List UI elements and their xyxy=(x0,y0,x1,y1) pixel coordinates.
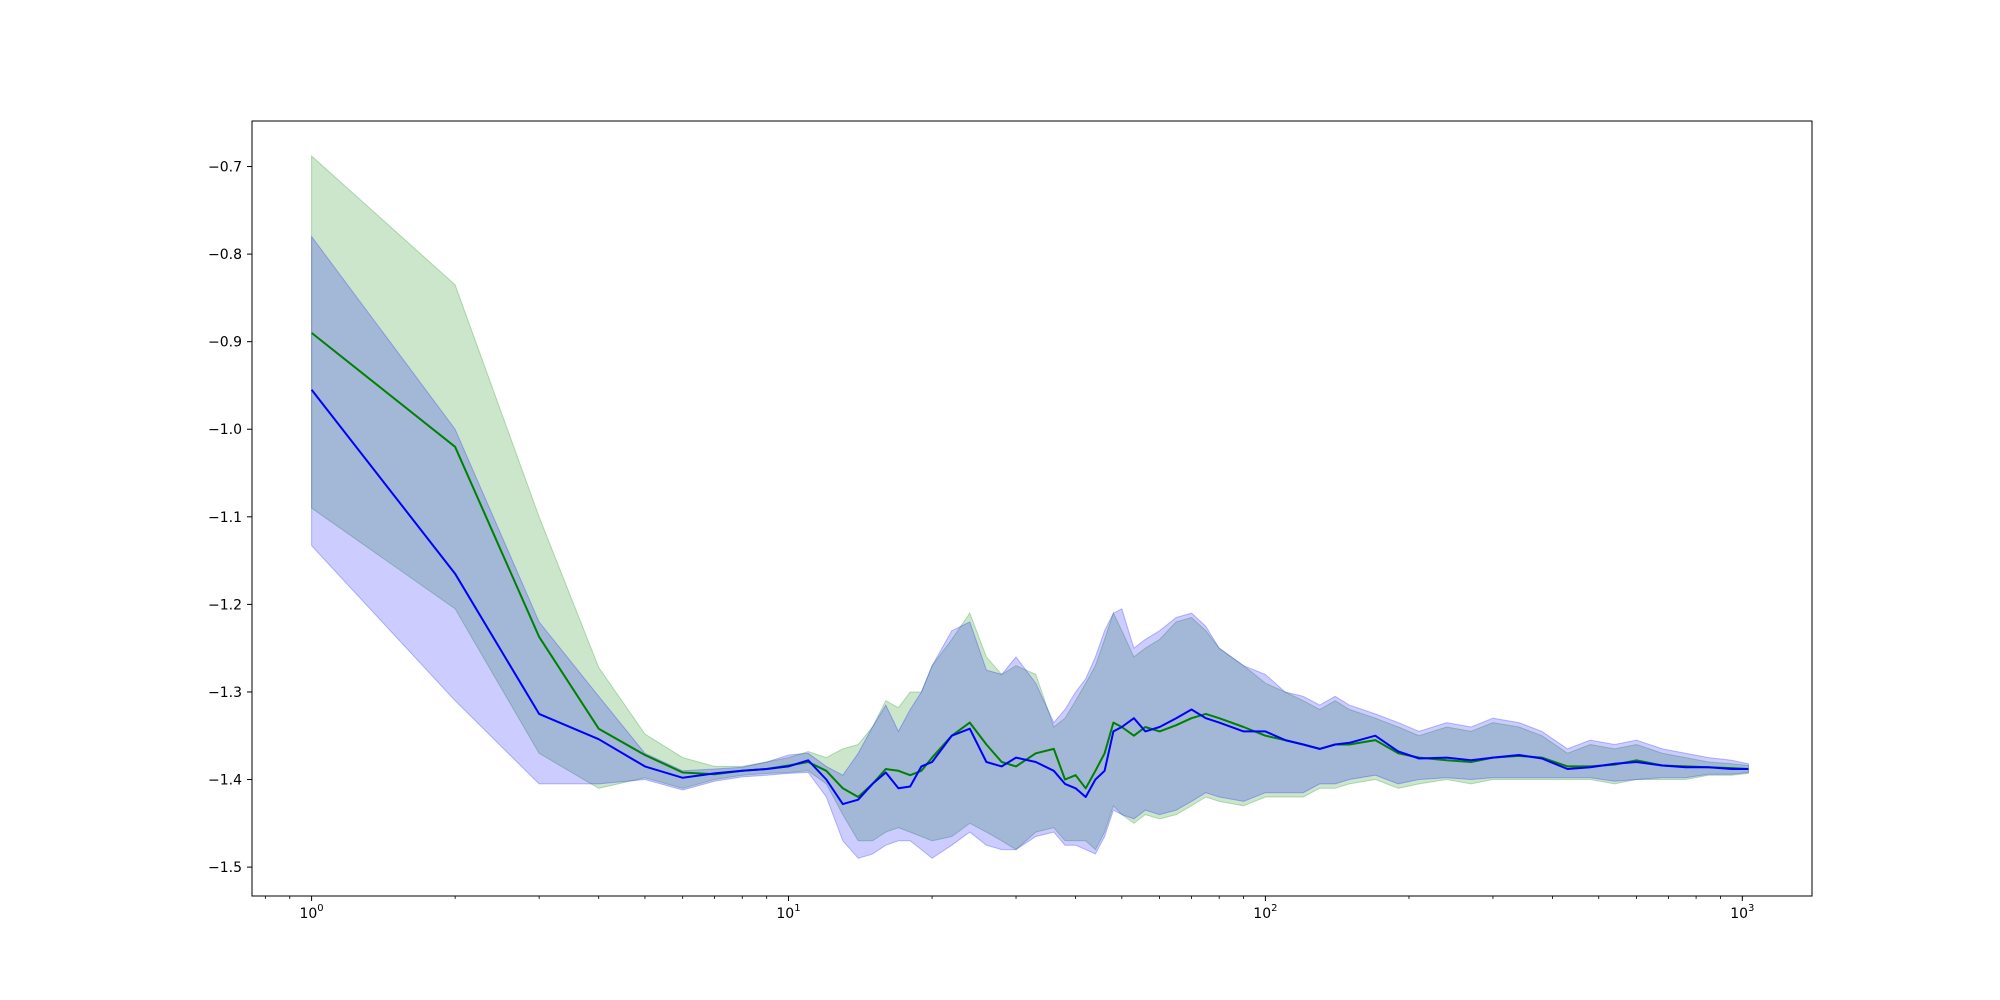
x-tick-label: 103 xyxy=(1730,903,1754,922)
axes-frame xyxy=(251,120,1813,897)
series-0-band xyxy=(311,154,1749,851)
y-tick-label: −0.8 xyxy=(208,247,242,263)
y-tick-label: −1.4 xyxy=(208,773,242,789)
y-tick-label: −1.2 xyxy=(208,597,242,613)
y-tick-label: −1.1 xyxy=(208,510,242,526)
y-tick-label: −0.9 xyxy=(208,335,242,351)
series-1-line xyxy=(310,389,1749,806)
x-tick-label: 102 xyxy=(1253,903,1277,922)
series-lines xyxy=(310,332,1749,806)
y-axis: −0.7 −0.8 −0.9 −1.0 −1.1 −1.2 −1.3 −1.4 −1.5 xyxy=(208,160,252,876)
y-tick-label: −1.3 xyxy=(208,685,242,701)
y-tick-label: −1.0 xyxy=(208,422,242,438)
y-tick-label: −1.5 xyxy=(208,860,242,876)
confidence-bands xyxy=(311,154,1749,859)
x-tick-label: 101 xyxy=(776,903,800,922)
series-1-band xyxy=(311,235,1749,859)
x-axis: 100 101 102 103 xyxy=(264,896,1754,922)
x-tick-label: 100 xyxy=(299,903,323,922)
y-tick-label: −0.7 xyxy=(208,160,242,176)
